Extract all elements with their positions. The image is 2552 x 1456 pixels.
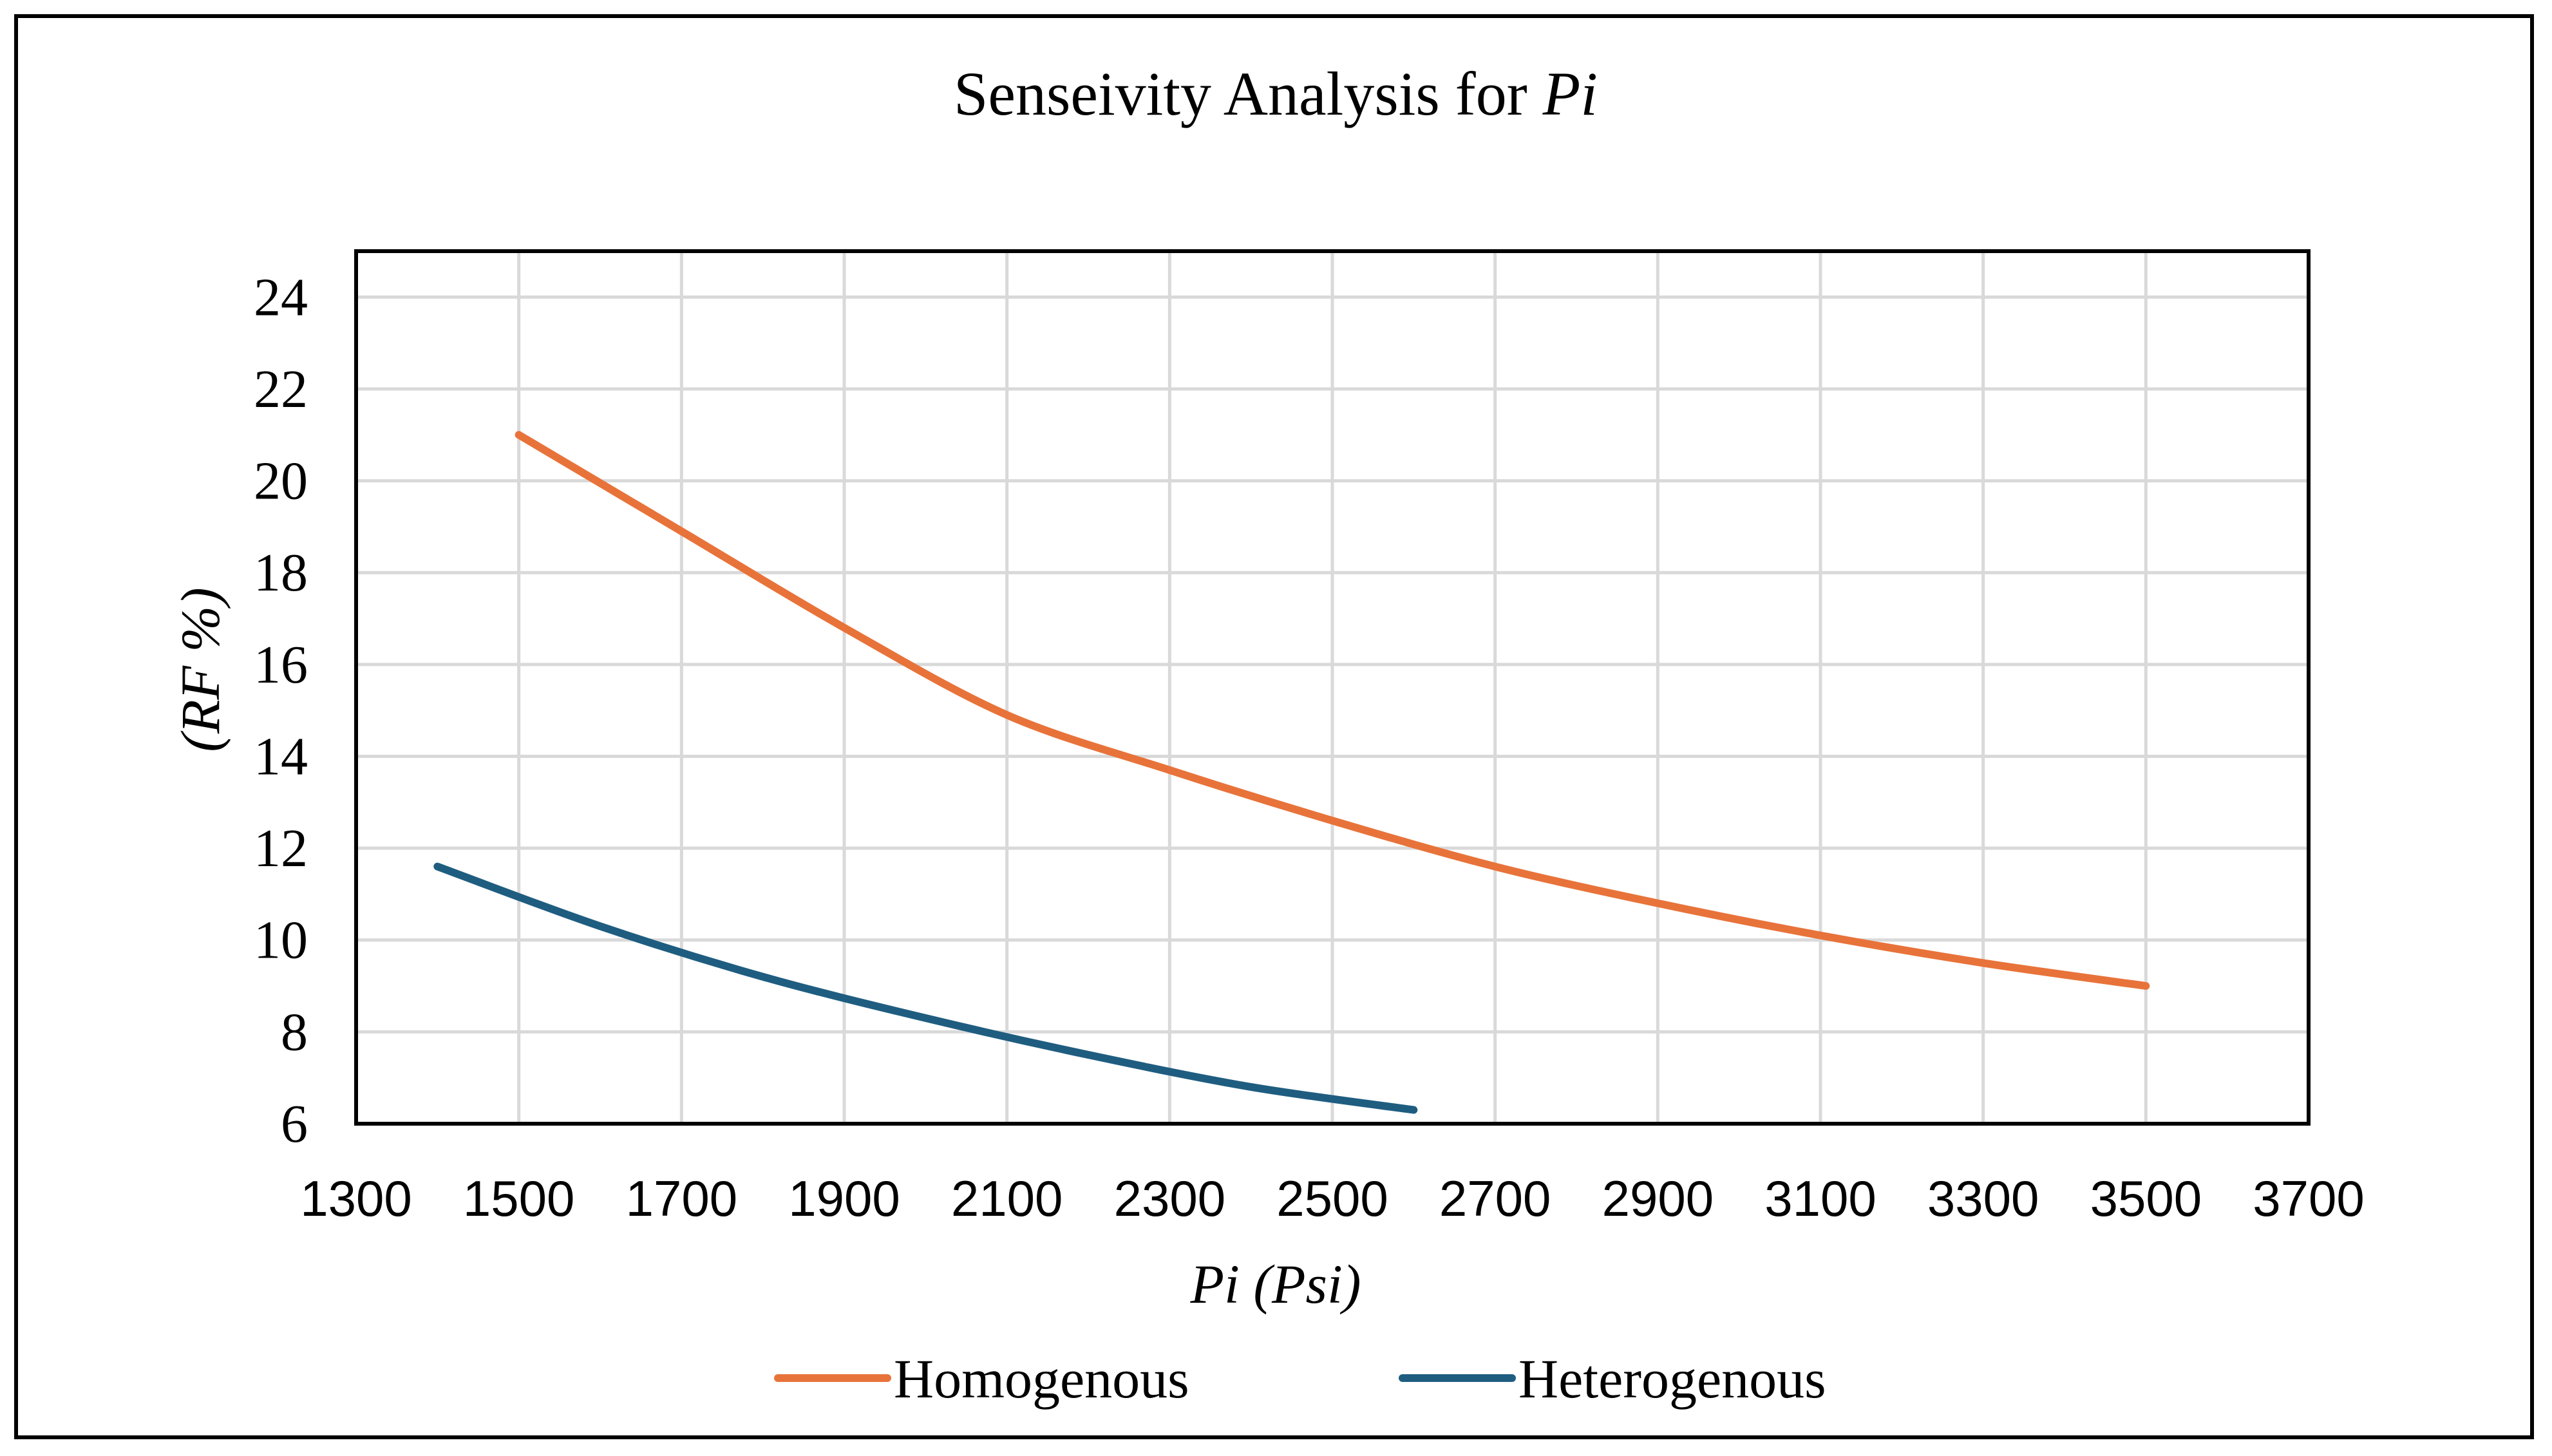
legend: Homogenous Heterogenous	[774, 1348, 1826, 1410]
series-line-homogenous	[515, 431, 2150, 990]
chart-title-main: Senseivity Analysis for	[954, 59, 1543, 128]
x-tick-label: 3100	[1764, 1170, 1876, 1227]
chart-title: Senseivity Analysis for Pi	[954, 59, 1598, 128]
y-tick-label: 8	[281, 1002, 308, 1062]
y-tick-label: 16	[254, 635, 308, 695]
x-axis-title: Pi (Psi)	[1189, 1253, 1361, 1315]
y-tick-label: 22	[254, 359, 308, 419]
y-axis-tick-labels: 6 8 10 12 14 16 18 20 22 24	[254, 267, 308, 1154]
x-tick-label: 3700	[2253, 1170, 2365, 1227]
x-tick-label: 1300	[300, 1170, 412, 1227]
x-tick-label: 2100	[951, 1170, 1063, 1227]
x-tick-label: 1500	[463, 1170, 575, 1227]
x-tick-label: 1900	[788, 1170, 900, 1227]
y-tick-label: 6	[281, 1094, 308, 1154]
x-tick-label: 2700	[1439, 1170, 1551, 1227]
legend-label-heterogenous: Heterogenous	[1518, 1348, 1826, 1410]
plot-area-border	[354, 249, 2311, 1126]
y-tick-label: 24	[254, 267, 308, 327]
series-group	[433, 431, 2150, 1114]
x-axis-tick-labels: 1300 1500 1700 1900 2100 2300 2500 2700 2900 3100…	[300, 1170, 2365, 1227]
legend-label-homogenous: Homogenous	[894, 1348, 1189, 1410]
y-axis-title: (RF %)	[169, 587, 231, 752]
grid-lines	[354, 251, 2311, 1126]
chart-title-italic: Pi	[1542, 59, 1598, 128]
x-tick-label: 3500	[2090, 1170, 2202, 1227]
y-tick-label: 10	[254, 911, 308, 970]
y-tick-label: 18	[254, 543, 308, 603]
x-tick-label: 2300	[1114, 1170, 1226, 1227]
x-tick-label: 2900	[1602, 1170, 1714, 1227]
y-tick-label: 20	[254, 451, 308, 511]
series-line-heterogenous	[433, 862, 1418, 1114]
x-tick-label: 3300	[1927, 1170, 2039, 1227]
x-tick-label: 2500	[1276, 1170, 1388, 1227]
y-tick-label: 12	[254, 818, 308, 878]
x-tick-label: 1700	[626, 1170, 738, 1227]
y-tick-label: 14	[254, 726, 308, 786]
